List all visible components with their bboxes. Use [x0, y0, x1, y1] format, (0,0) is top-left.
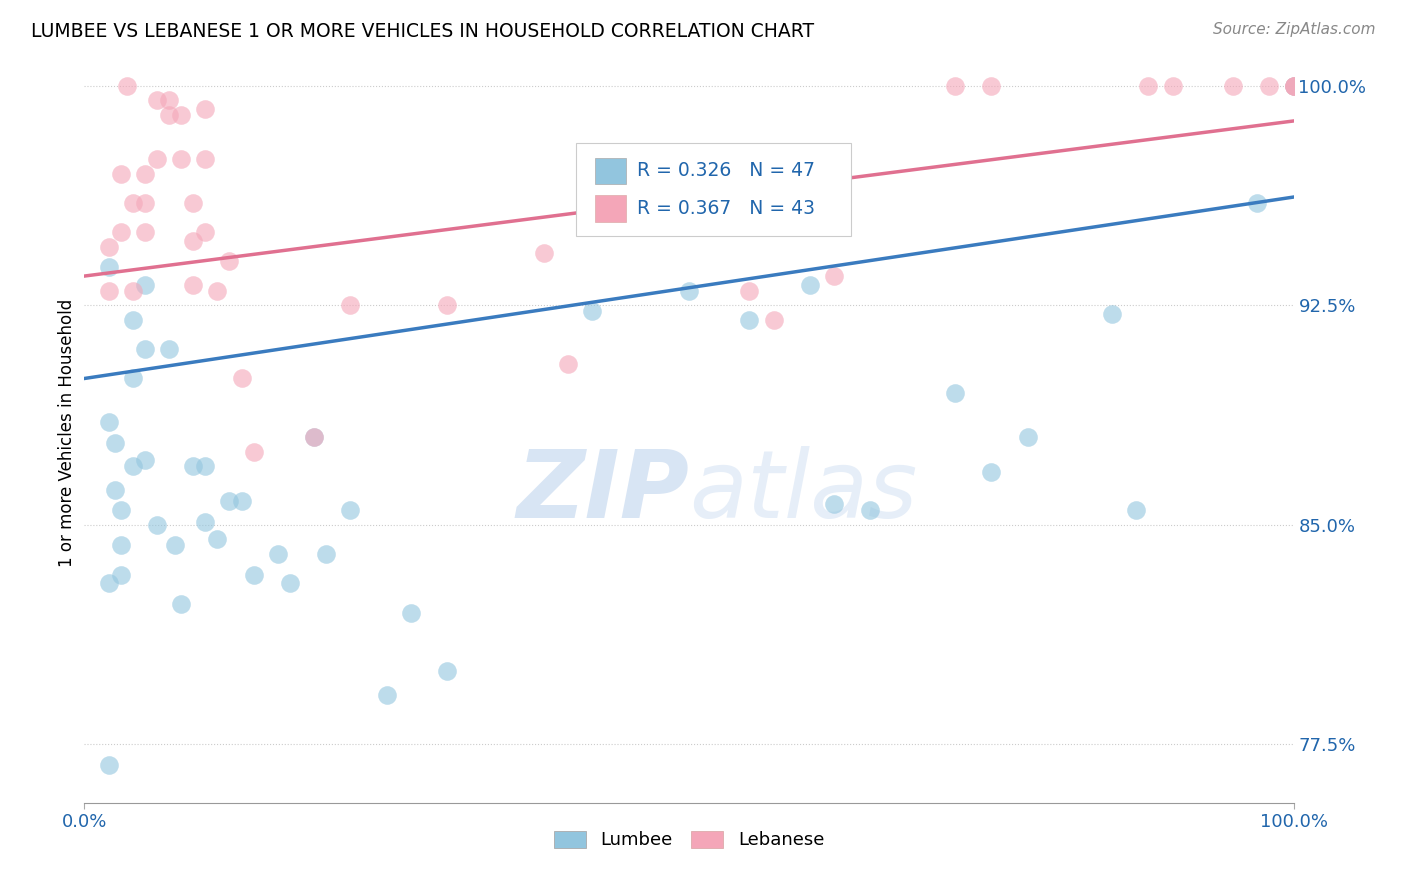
Point	[1161, 78, 1184, 93]
Point	[134, 343, 156, 357]
Point	[375, 688, 398, 702]
Point	[97, 416, 120, 430]
Point	[436, 298, 458, 312]
Point	[97, 757, 120, 772]
Point	[110, 503, 132, 517]
Point	[218, 494, 240, 508]
Point	[170, 152, 193, 166]
Point	[110, 167, 132, 181]
Point	[762, 313, 785, 327]
Point	[134, 453, 156, 467]
Point	[1125, 503, 1147, 517]
Point	[110, 538, 132, 552]
Point	[104, 435, 127, 450]
Point	[97, 284, 120, 298]
Point	[231, 371, 253, 385]
Point	[194, 459, 217, 474]
Point	[194, 102, 217, 116]
Point	[134, 167, 156, 181]
Point	[146, 94, 169, 108]
Point	[859, 503, 882, 517]
Point	[165, 538, 187, 552]
Point	[146, 517, 169, 532]
Point	[242, 444, 264, 458]
Point	[823, 497, 845, 511]
Point	[170, 108, 193, 122]
Point	[980, 78, 1002, 93]
Point	[146, 152, 169, 166]
Point	[134, 225, 156, 239]
Point	[1258, 78, 1281, 93]
Point	[1282, 78, 1305, 93]
Text: R = 0.367   N = 43: R = 0.367 N = 43	[637, 199, 815, 218]
Y-axis label: 1 or more Vehicles in Household: 1 or more Vehicles in Household	[58, 299, 76, 566]
Point	[980, 465, 1002, 479]
Point	[218, 254, 240, 268]
Point	[231, 494, 253, 508]
Point	[110, 567, 132, 582]
Point	[278, 576, 301, 591]
Point	[121, 459, 143, 474]
Point	[97, 240, 120, 254]
Point	[134, 195, 156, 210]
Point	[339, 503, 361, 517]
Point	[170, 597, 193, 611]
Point	[157, 108, 180, 122]
Point	[738, 284, 761, 298]
Point	[1017, 430, 1039, 444]
Text: R = 0.326   N = 47: R = 0.326 N = 47	[637, 161, 815, 180]
Point	[181, 234, 204, 248]
Point	[121, 371, 143, 385]
Point	[1246, 195, 1268, 210]
Text: Source: ZipAtlas.com: Source: ZipAtlas.com	[1212, 22, 1375, 37]
Point	[1137, 78, 1160, 93]
Point	[1282, 78, 1305, 93]
Point	[115, 78, 138, 93]
Point	[436, 664, 458, 678]
Point	[1101, 307, 1123, 321]
Legend: Lumbee, Lebanese: Lumbee, Lebanese	[547, 823, 831, 856]
Point	[97, 576, 120, 591]
Point	[1282, 78, 1305, 93]
Point	[242, 567, 264, 582]
Point	[823, 268, 845, 283]
Point	[181, 195, 204, 210]
Text: ZIP: ZIP	[516, 446, 689, 538]
Point	[943, 386, 966, 401]
Point	[339, 298, 361, 312]
Point	[678, 284, 700, 298]
Point	[157, 94, 180, 108]
Point	[315, 547, 337, 561]
Point	[121, 284, 143, 298]
Point	[157, 343, 180, 357]
Point	[267, 547, 290, 561]
Text: LUMBEE VS LEBANESE 1 OR MORE VEHICLES IN HOUSEHOLD CORRELATION CHART: LUMBEE VS LEBANESE 1 OR MORE VEHICLES IN…	[31, 22, 814, 41]
Text: atlas: atlas	[689, 446, 917, 537]
Point	[97, 260, 120, 275]
Point	[557, 357, 579, 371]
Point	[399, 606, 422, 620]
Point	[207, 533, 229, 547]
Point	[943, 78, 966, 93]
Point	[181, 277, 204, 292]
Point	[121, 195, 143, 210]
Point	[302, 430, 325, 444]
Point	[194, 225, 217, 239]
Point	[194, 152, 217, 166]
Point	[181, 459, 204, 474]
Point	[533, 245, 555, 260]
Point	[134, 277, 156, 292]
Point	[799, 277, 821, 292]
Point	[104, 483, 127, 497]
Point	[207, 284, 229, 298]
Point	[121, 313, 143, 327]
Point	[581, 304, 603, 318]
Point	[1222, 78, 1244, 93]
Point	[738, 313, 761, 327]
Point	[194, 515, 217, 529]
Point	[1282, 78, 1305, 93]
Point	[302, 430, 325, 444]
Point	[110, 225, 132, 239]
